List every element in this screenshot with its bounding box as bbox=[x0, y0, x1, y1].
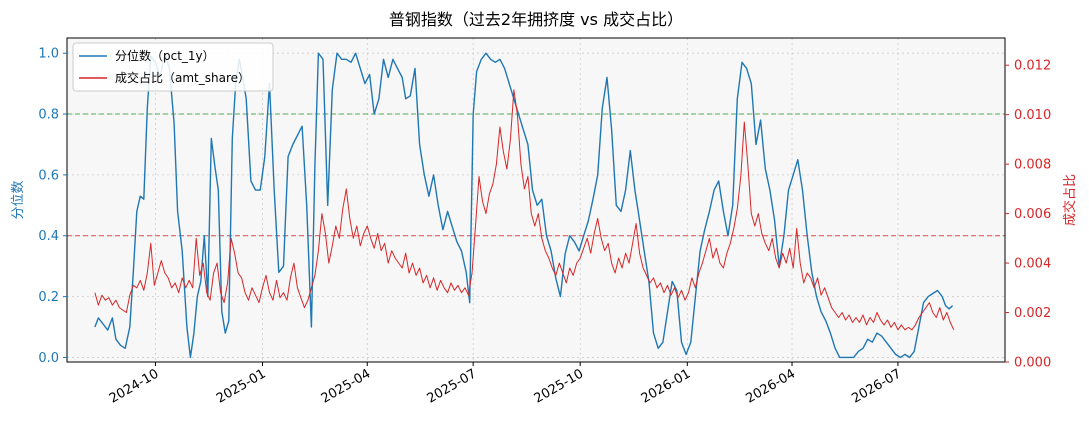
series-layer bbox=[94, 52, 955, 359]
x-tick-label: 2025-10 bbox=[532, 366, 587, 406]
y-left-tick-label: 0.0 bbox=[38, 351, 59, 366]
y-right-tick-label: 0.010 bbox=[1014, 108, 1051, 123]
plot-frame bbox=[66, 37, 1006, 363]
y-right-tick-label: 0.006 bbox=[1014, 207, 1051, 222]
reference-lines bbox=[67, 113, 1005, 237]
legend-box bbox=[72, 42, 274, 92]
legend: 分位数（pct_1y） 成交占比（amt_share） bbox=[72, 42, 274, 92]
y-left-tick-label: 1.0 bbox=[38, 47, 59, 62]
x-tick-label: 2024-10 bbox=[107, 366, 162, 406]
x-tick-label: 2025-04 bbox=[319, 366, 374, 406]
y-left-tick-label: 0.4 bbox=[38, 229, 59, 244]
y-axis-right-label: 成交占比 bbox=[1062, 174, 1078, 226]
x-tick-label: 2026-04 bbox=[743, 366, 798, 406]
y-right-tick-label: 0.002 bbox=[1014, 306, 1051, 321]
x-tick-label: 2025-07 bbox=[425, 366, 480, 406]
y-left-tick-label: 0.6 bbox=[38, 168, 59, 183]
x-tick-label: 2026-01 bbox=[639, 366, 694, 406]
legend-label: 成交占比（amt_share） bbox=[115, 70, 250, 85]
chart-title: 普钢指数（过去2年拥挤度 vs 成交占比） bbox=[389, 10, 683, 29]
y-left-tick-label: 0.2 bbox=[38, 290, 59, 305]
legend-label: 分位数（pct_1y） bbox=[115, 48, 215, 63]
y-right-tick-label: 0.008 bbox=[1014, 158, 1051, 173]
y-axis-left-label: 分位数 bbox=[11, 180, 26, 219]
series-line-amt-share bbox=[94, 89, 955, 331]
y-right-tick-label: 0.012 bbox=[1014, 59, 1051, 74]
x-tick-label: 2026-07 bbox=[849, 366, 904, 406]
y-right-tick-label: 0.004 bbox=[1014, 257, 1051, 272]
y-right-tick-label: 0.000 bbox=[1014, 356, 1051, 371]
y-left-tick-label: 0.8 bbox=[38, 108, 59, 123]
x-tick-label: 2025-01 bbox=[214, 366, 269, 406]
series-line-pct-1y bbox=[94, 52, 954, 359]
